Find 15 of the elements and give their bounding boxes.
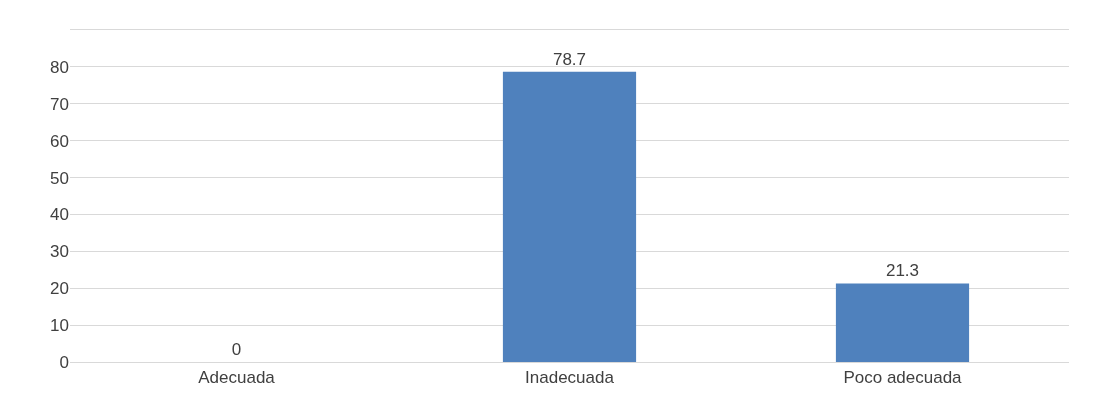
x-tick-label: Poco adecuada xyxy=(843,368,963,388)
data-label: 78.7 xyxy=(552,49,587,69)
y-tick-label: 50 xyxy=(50,168,69,188)
y-tick-label: 30 xyxy=(50,242,69,262)
y-tick-label: 70 xyxy=(50,94,69,114)
y-tick-label: 10 xyxy=(50,316,69,336)
x-tick-label: Inadecuada xyxy=(525,368,615,388)
y-tick-label: 0 xyxy=(59,352,69,372)
y-tick-label: 40 xyxy=(50,205,69,225)
y-tick-label: 60 xyxy=(50,131,69,151)
data-label: 21.3 xyxy=(885,261,920,281)
data-label: 0 xyxy=(231,340,242,359)
x-tick-label: Adecuada xyxy=(198,368,276,388)
y-tick-label: 80 xyxy=(50,57,69,77)
y-tick-label: 20 xyxy=(50,279,69,299)
